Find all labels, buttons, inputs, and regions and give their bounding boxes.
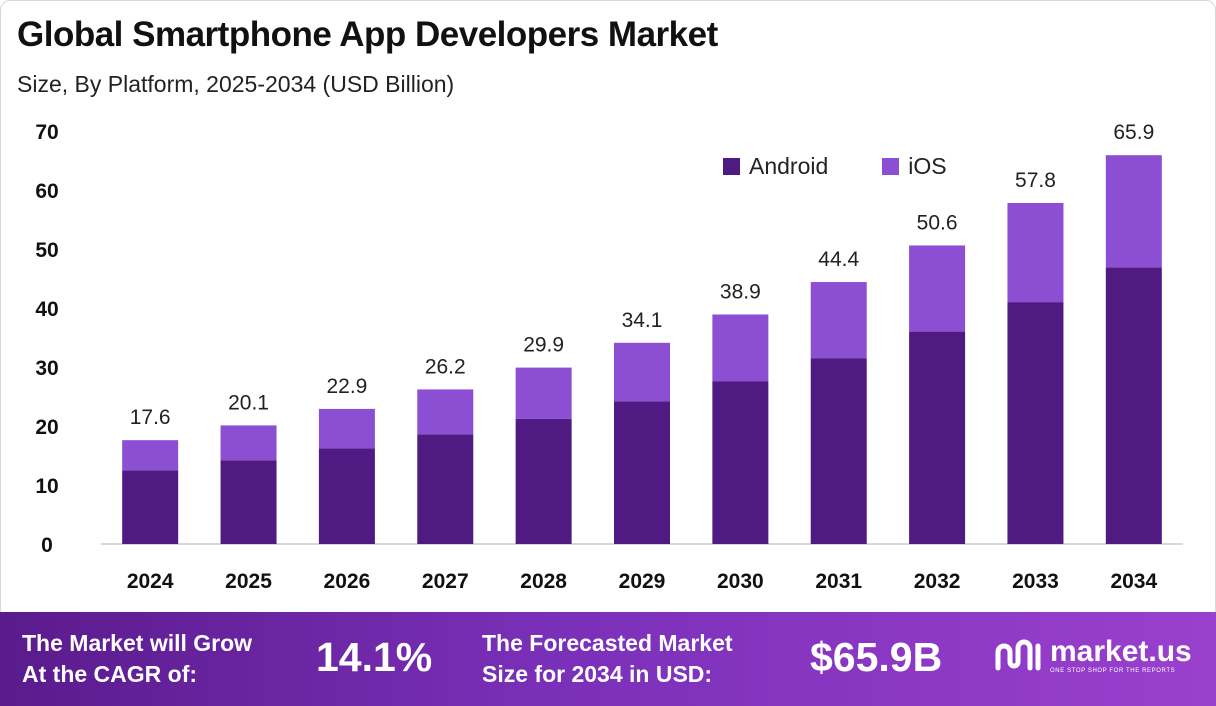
logo-name: market.us [1050,635,1192,668]
bar-android-2032 [909,331,966,544]
legend-label-android: Android [749,153,829,179]
forecast-value: $65.9B [810,634,943,680]
page-subtitle: Size, By Platform, 2025-2034 (USD Billio… [17,71,455,97]
forecast-caption-line1: The Forecasted Market [482,630,733,656]
cagr-caption: The Market will Grow At the CAGR of: [22,628,252,690]
bar-ios-2025 [220,425,277,461]
chart-legend: Android iOS [723,153,947,180]
x-tick-label-2028: 2028 [520,570,567,593]
total-label-2024: 17.6 [130,406,171,429]
bar-android-2034 [1105,267,1162,544]
total-label-2026: 22.9 [326,375,367,398]
bar-android-2025 [220,460,277,544]
x-tick-label-2030: 2030 [717,570,764,593]
bar-ios-2026 [318,408,375,449]
total-label-2032: 50.6 [917,211,958,234]
x-tick-label-2025: 2025 [225,570,272,593]
cagr-caption-line2: At the CAGR of: [22,661,198,687]
bar-android-2028 [515,418,572,544]
forecast-caption-line2: Size for 2034 in USD: [482,661,713,687]
bar-android-2031 [810,358,867,544]
x-tick-label-2034: 2034 [1110,570,1157,593]
total-label-2030: 38.9 [720,280,761,303]
y-tick-label-30: 30 [35,357,58,380]
y-tick-label-60: 60 [35,180,58,203]
bar-android-2029 [614,401,670,544]
bar-ios-2032 [909,245,966,332]
x-tick-label-2029: 2029 [619,570,666,593]
bar-ios-2030 [712,314,769,382]
total-label-2034: 65.9 [1113,121,1154,144]
x-tick-label-2031: 2031 [815,570,862,593]
bar-ios-2034 [1105,155,1162,268]
bar-ios-2028 [515,367,572,419]
y-tick-label-20: 20 [35,416,58,439]
y-tick-label-50: 50 [35,239,58,262]
bar-android-2026 [318,448,375,544]
bar-chart: 01020304050607017.6202420.1202522.920262… [35,121,1183,593]
bar-android-2027 [417,434,474,544]
total-label-2028: 29.9 [523,334,564,357]
total-label-2025: 20.1 [228,391,269,414]
summary-banner: The Market will Grow At the CAGR of: 14.… [0,612,1216,706]
market-us-logo-icon [995,639,1041,671]
bar-ios-2027 [417,389,474,435]
cagr-caption-line1: The Market will Grow [22,630,253,656]
cagr-value: 14.1% [316,634,433,680]
bar-ios-2029 [614,342,670,402]
logo-tagline: ONE STOP SHOP FOR THE REPORTS [1050,668,1176,674]
total-label-2033: 57.8 [1015,169,1056,192]
y-tick-label-40: 40 [35,298,58,321]
bar-android-2030 [712,381,769,544]
y-tick-label-70: 70 [35,121,58,144]
legend-label-ios: iOS [908,153,947,179]
y-tick-label-0: 0 [41,534,53,557]
x-tick-label-2027: 2027 [422,570,469,593]
x-tick-label-2033: 2033 [1012,570,1059,593]
legend-swatch-android [723,158,740,175]
y-tick-label-10: 10 [35,475,58,498]
page-title: Global Smartphone App Developers Market [17,15,718,54]
forecast-caption: The Forecasted Market Size for 2034 in U… [482,628,733,690]
total-label-2029: 34.1 [622,309,663,332]
legend-item-android: Android [723,153,828,180]
x-tick-label-2026: 2026 [324,570,371,593]
x-tick-label-2032: 2032 [914,570,961,593]
bar-android-2024 [122,470,179,544]
legend-swatch-ios [882,158,900,175]
legend-item-ios: iOS [882,153,947,180]
total-label-2031: 44.4 [818,248,859,271]
bar-ios-2031 [810,282,867,359]
market-us-logo: market.us ONE STOP SHOP FOR THE REPORTS [994,636,1192,674]
bar-ios-2033 [1007,202,1064,303]
bar-android-2033 [1007,302,1064,544]
bar-ios-2024 [122,440,179,471]
total-label-2027: 26.2 [425,355,466,378]
x-tick-label-2024: 2024 [127,570,174,593]
